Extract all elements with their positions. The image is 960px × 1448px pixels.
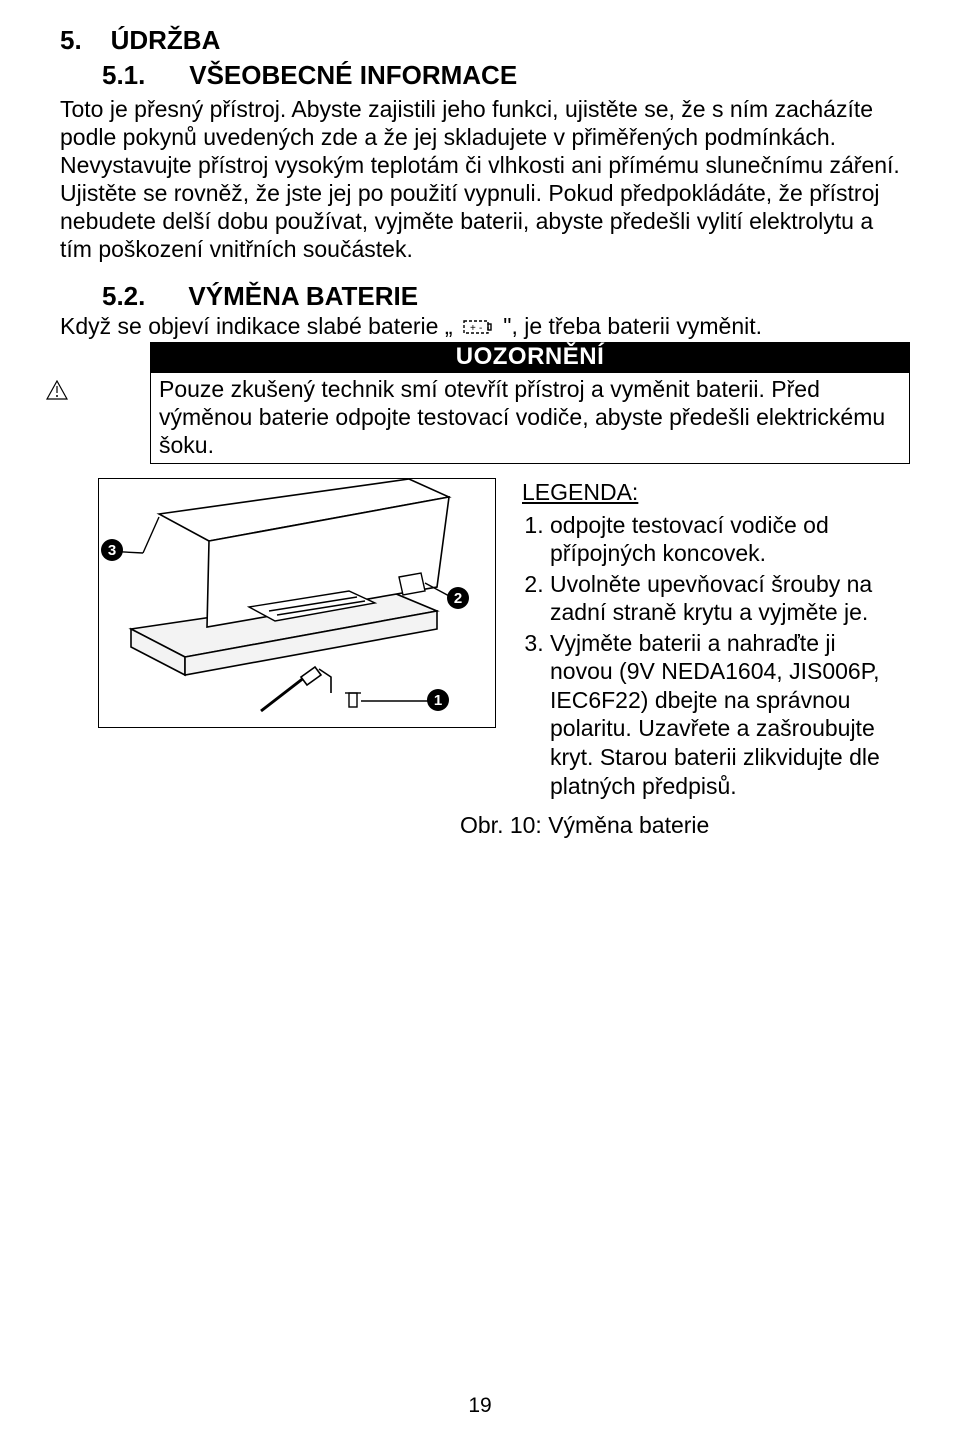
figure-battery-replacement: 3 2 1: [98, 478, 496, 728]
svg-text:+: +: [470, 323, 476, 334]
section-number: 5.: [60, 25, 82, 55]
warning-header: UOZORNĚNÍ: [151, 343, 909, 373]
battery-line-post: ", je třeba baterii vyměnit.: [503, 313, 762, 339]
section-heading: 5. ÚDRŽBA: [60, 25, 900, 56]
legend-item-1: odpojte testovací vodiče od přípojných k…: [550, 511, 900, 568]
subsection-2-number: 5.2.: [102, 281, 182, 312]
legend-item-3: Vyjměte baterii a nahraďte ji novou (9V …: [550, 629, 900, 800]
subsection-1-heading: 5.1. VŠEOBECNÉ INFORMACE: [102, 60, 900, 91]
legend-item-2: Uvolněte upevňovací šrouby na zadní stra…: [550, 570, 900, 627]
section-title: ÚDRŽBA: [111, 25, 221, 55]
figure-caption: Obr. 10: Výměna baterie: [460, 812, 900, 839]
warning-triangle-icon: [46, 380, 68, 403]
page: 5. ÚDRŽBA 5.1. VŠEOBECNÉ INFORMACE Toto …: [0, 0, 960, 1448]
page-number: 19: [0, 1394, 960, 1418]
battery-indicator-line: Když se objeví indikace slabé baterie „ …: [60, 312, 900, 342]
subsection-1-title: VŠEOBECNÉ INFORMACE: [189, 60, 517, 90]
legend-title: LEGENDA:: [522, 478, 900, 507]
figure-and-legend-row: 3 2 1 LEGENDA: odpojte testovací vodiče …: [60, 478, 900, 802]
subsection-2-heading: 5.2. VÝMĚNA BATERIE: [102, 281, 900, 312]
subsection-2-title: VÝMĚNA BATERIE: [188, 281, 418, 311]
svg-text:-: -: [479, 323, 482, 334]
warning-body: Pouze zkušený technik smí otevřít přístr…: [151, 373, 909, 463]
battery-low-icon: + -: [463, 314, 493, 342]
warning-box: UOZORNĚNÍ Pouze zkušený technik smí otev…: [150, 342, 910, 464]
legend-list: odpojte testovací vodiče od přípojných k…: [522, 511, 900, 800]
battery-line-pre: Když se objeví indikace slabé baterie „: [60, 313, 453, 339]
paragraph-1: Toto je přesný přístroj. Abyste zajistil…: [60, 95, 900, 263]
subsection-1-number: 5.1.: [102, 60, 182, 91]
legend: LEGENDA: odpojte testovací vodiče od pří…: [522, 478, 900, 802]
